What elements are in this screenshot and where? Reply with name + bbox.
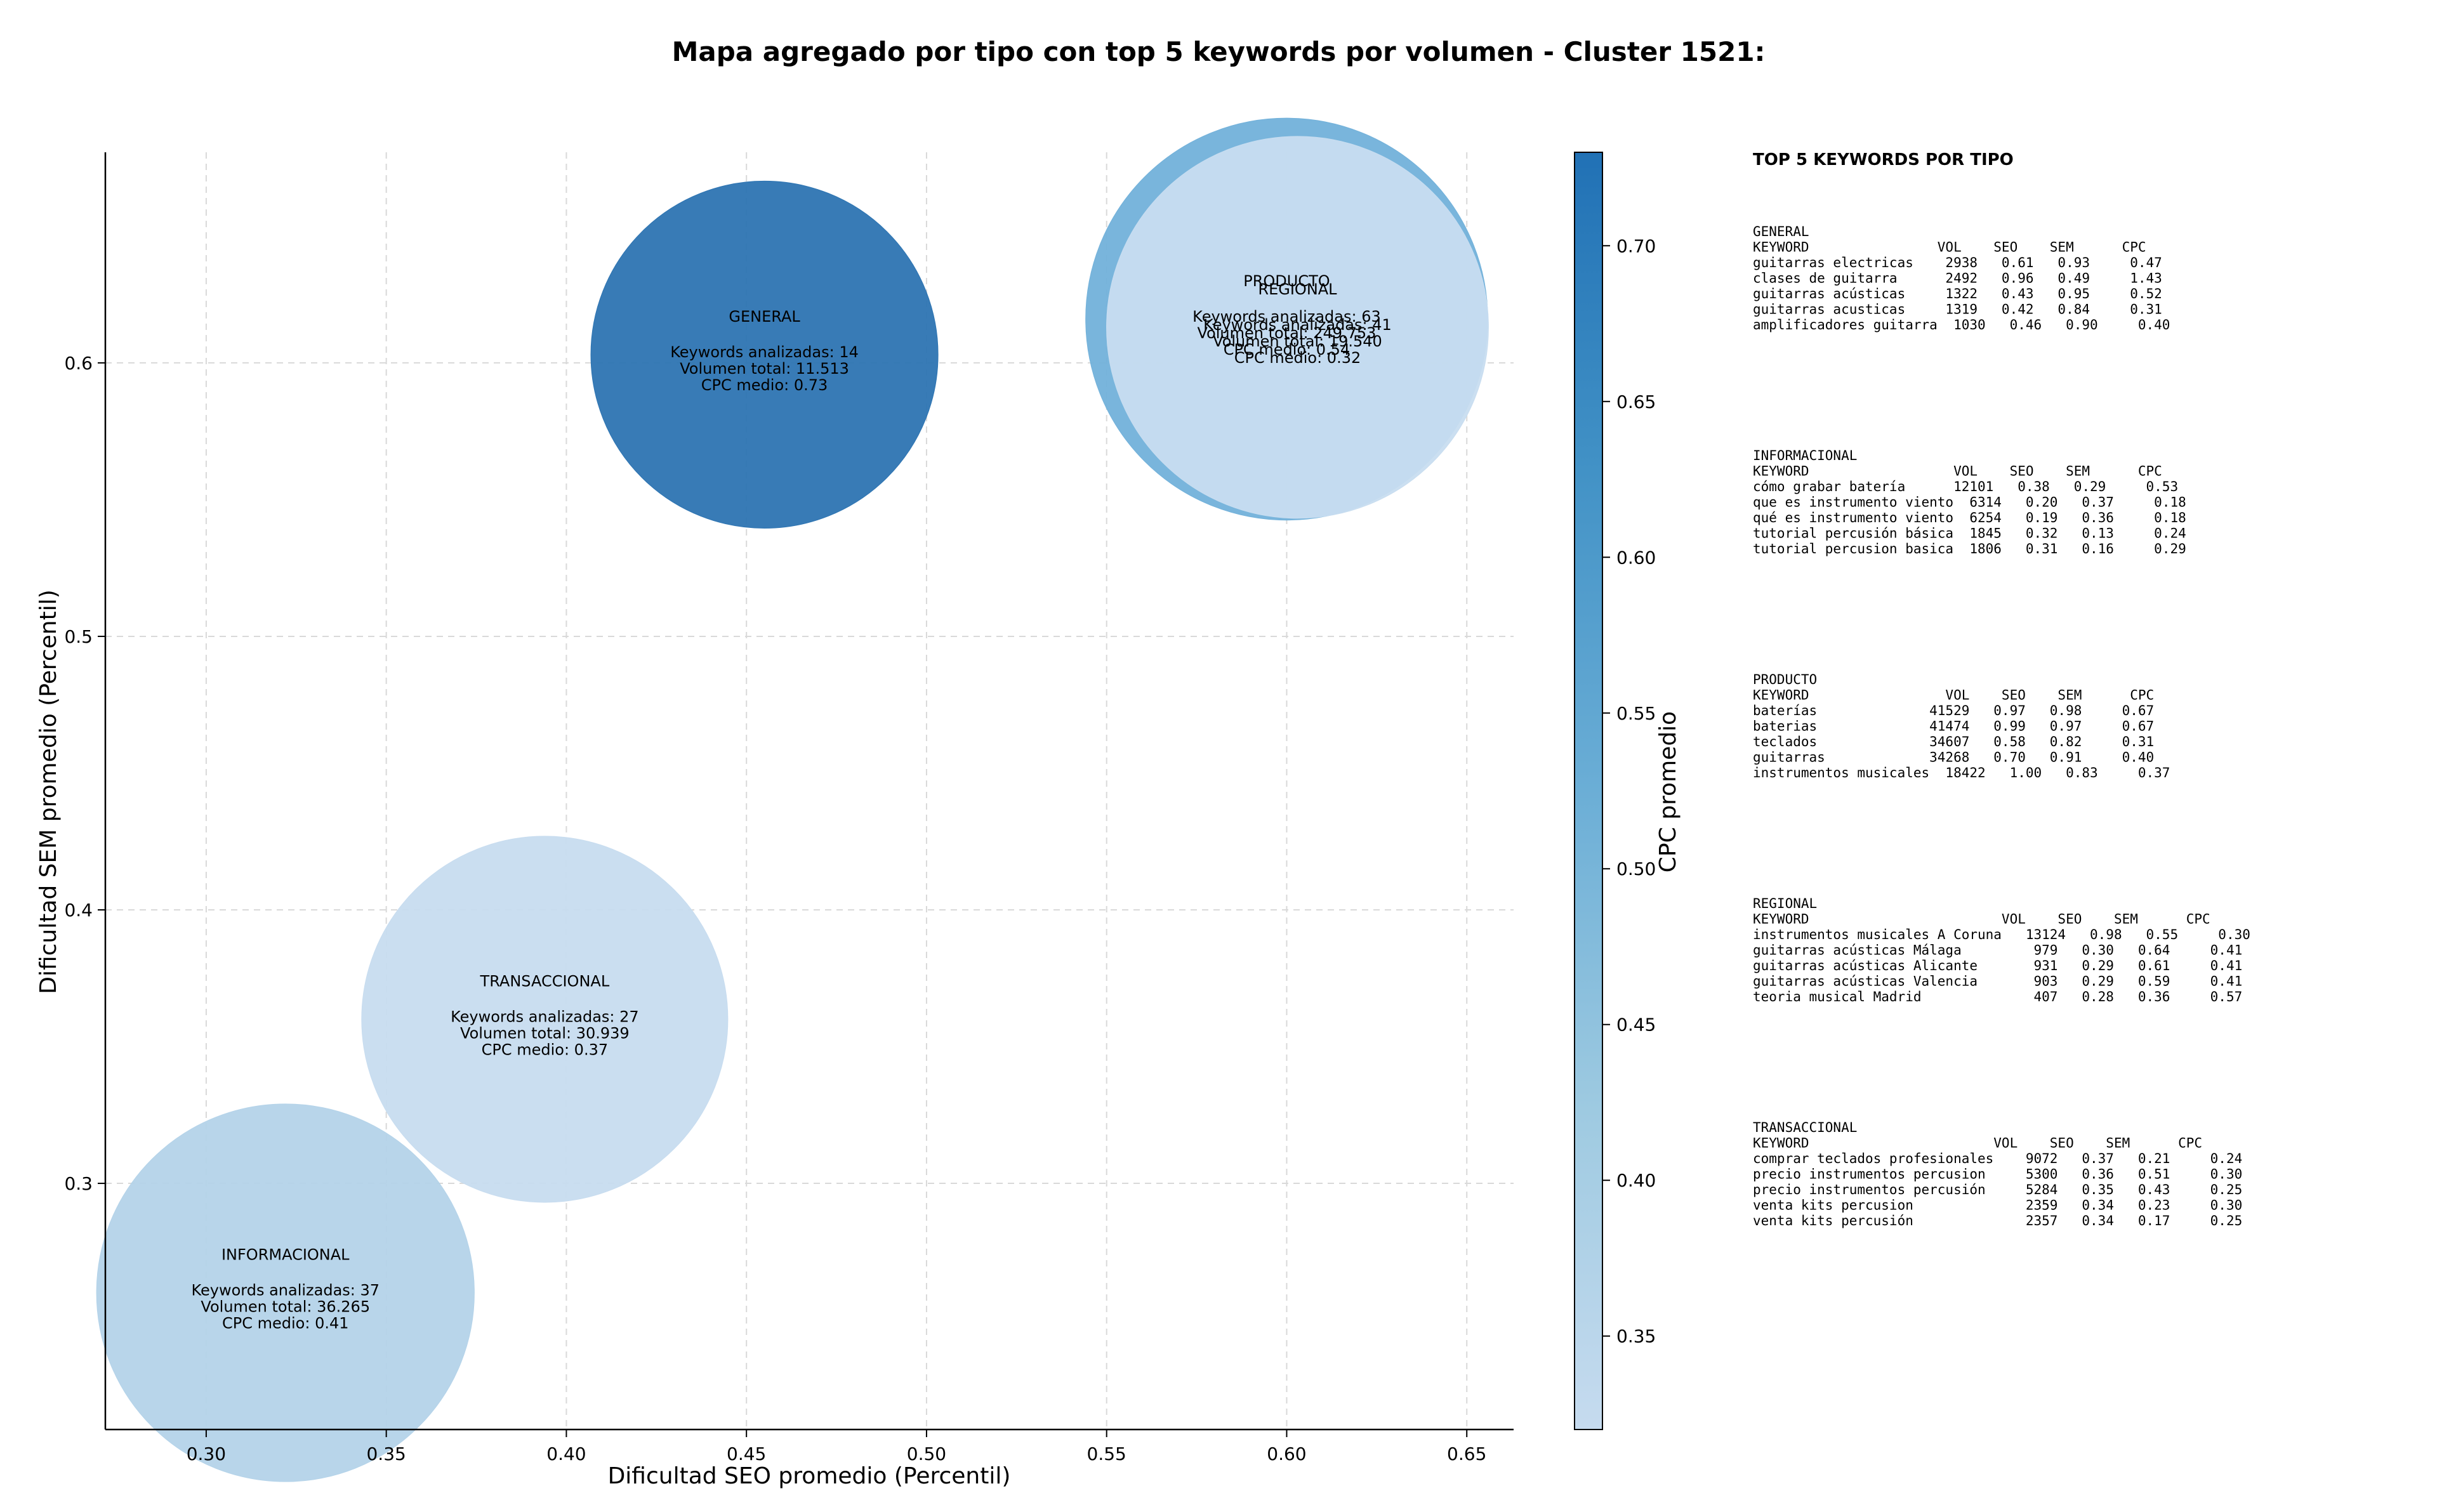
bubble-label-cpc_label: CPC medio: 0.73 (701, 376, 828, 394)
x-axis-label: Dificultad SEO promedio (Percentil) (608, 1463, 1011, 1489)
bubble-label-cpc_label: CPC medio: 0.41 (222, 1314, 349, 1332)
x-tick-label: 0.45 (727, 1443, 766, 1464)
bubble-label-volumen: Volumen total: 30.939 (460, 1024, 630, 1042)
colorbar-tick-label: 0.45 (1616, 1015, 1656, 1035)
x-tick-label: 0.40 (546, 1443, 586, 1464)
panel-block-header: KEYWORD VOL SEO SEM CPC (1753, 464, 2162, 479)
bubble-label-tipo: INFORMACIONAL (221, 1246, 350, 1263)
bubble-informacional (96, 1103, 475, 1482)
bubble-label-keywords: Keywords analizadas: 27 (451, 1008, 639, 1025)
panel-keyword-row: guitarras electricas 2938 0.61 0.93 0.47 (1753, 255, 2162, 270)
bubble-label-tipo: REGIONAL (1258, 280, 1337, 298)
bubble-label-tipo: TRANSACCIONAL (480, 972, 610, 990)
panel-keyword-row: guitarras acústicas Málaga 979 0.30 0.64… (1753, 943, 2242, 958)
panel-block-name: INFORMACIONAL (1753, 448, 1857, 463)
bubble-general (590, 180, 939, 529)
panel-keyword-row: comprar teclados profesionales 9072 0.37… (1753, 1151, 2242, 1166)
y-tick-label: 0.5 (64, 626, 93, 647)
panel-block-name: PRODUCTO (1753, 672, 1817, 687)
panel-block-name: REGIONAL (1753, 896, 1817, 911)
bubble-label-keywords: Keywords analizadas: 14 (670, 343, 859, 361)
y-ticks: 0.3 0.4 0.5 0.6 (64, 353, 105, 1194)
panel-keyword-row: guitarras acústicas 1322 0.43 0.95 0.52 (1753, 286, 2162, 301)
colorbar-tick-label: 0.50 (1616, 858, 1656, 879)
colorbar-tick-label: 0.40 (1616, 1170, 1656, 1191)
panel-block-header: KEYWORD VOL SEO SEM CPC (1753, 240, 2146, 255)
colorbar-tick-label: 0.35 (1616, 1326, 1656, 1347)
bubble-label-volumen: Volumen total: 249.753 (1197, 324, 1376, 342)
panel-keyword-row: guitarras 34268 0.70 0.91 0.40 (1753, 750, 2154, 765)
x-tick-label: 0.30 (187, 1443, 226, 1464)
x-tick-label: 0.60 (1267, 1443, 1306, 1464)
bubble-label-tipo: PRODUCTO (1243, 272, 1330, 290)
colorbar (1574, 152, 1603, 1430)
panel-keyword-row: baterías 41529 0.97 0.98 0.67 (1753, 703, 2154, 718)
bubble-label-volumen: Volumen total: 19.540 (1213, 332, 1382, 350)
panel-keyword-row: guitarras acústicas Alicante 931 0.29 0.… (1753, 958, 2242, 973)
panel-block-header: KEYWORD VOL SEO SEM CPC (1753, 912, 2210, 927)
bubble-label-keywords: Keywords analizadas: 41 (1203, 316, 1392, 334)
panel-keyword-row: baterias 41474 0.99 0.97 0.67 (1753, 719, 2154, 734)
chart-title: Mapa agregado por tipo con top 5 keyword… (672, 36, 1766, 67)
bubble-label-volumen: Volumen total: 36.265 (201, 1298, 370, 1315)
colorbar-tick-label: 0.65 (1616, 391, 1656, 412)
bubble-label-volumen: Volumen total: 11.513 (680, 360, 849, 378)
panel-keyword-row: guitarras acusticas 1319 0.42 0.84 0.31 (1753, 302, 2162, 317)
bubble-transaccional (361, 836, 729, 1203)
colorbar-tick-label: 0.70 (1616, 235, 1656, 256)
panel-keyword-row: instrumentos musicales A Coruna 13124 0.… (1753, 927, 2250, 942)
y-tick-label: 0.3 (64, 1173, 93, 1194)
panel-keyword-row: teclados 34607 0.58 0.82 0.31 (1753, 734, 2154, 749)
panel-keyword-row: teoria musical Madrid 407 0.28 0.36 0.57 (1753, 989, 2242, 1004)
x-tick-label: 0.50 (907, 1443, 946, 1464)
panel-keyword-row: clases de guitarra 2492 0.96 0.49 1.43 (1753, 271, 2162, 286)
x-tick-label: 0.55 (1087, 1443, 1126, 1464)
colorbar-tick-label: 0.60 (1616, 547, 1656, 568)
panel-keyword-row: tutorial percusión básica 1845 0.32 0.13… (1753, 526, 2186, 541)
colorbar-label: CPC promedio (1655, 711, 1681, 872)
bubble-label-keywords: Keywords analizadas: 63 (1192, 308, 1381, 325)
panel-keyword-row: amplificadores guitarra 1030 0.46 0.90 0… (1753, 317, 2170, 332)
panel-keyword-row: que es instrumento viento 6314 0.20 0.37… (1753, 495, 2186, 510)
y-tick-label: 0.4 (64, 900, 93, 921)
bubble-label-tipo: GENERAL (729, 308, 800, 325)
side-panel-title: TOP 5 KEYWORDS POR TIPO (1753, 150, 2014, 169)
panel-block-header: KEYWORD VOL SEO SEM CPC (1753, 688, 2154, 703)
x-tick-label: 0.65 (1447, 1443, 1486, 1464)
panel-keyword-row: venta kits percusión 2357 0.34 0.17 0.25 (1753, 1213, 2242, 1228)
panel-keyword-row: precio instrumentos percusion 5300 0.36 … (1753, 1167, 2242, 1182)
panel-keyword-row: qué es instrumento viento 6254 0.19 0.36… (1753, 510, 2186, 525)
x-tick-label: 0.35 (366, 1443, 406, 1464)
panel-keyword-row: venta kits percusion 2359 0.34 0.23 0.30 (1753, 1198, 2242, 1213)
panel-keyword-row: cómo grabar batería 12101 0.38 0.29 0.53 (1753, 479, 2178, 494)
panel-block-name: TRANSACCIONAL (1753, 1120, 1857, 1135)
panel-keyword-row: precio instrumentos percusión 5284 0.35 … (1753, 1182, 2242, 1197)
bubble-label-keywords: Keywords analizadas: 37 (191, 1281, 380, 1299)
bubbles (96, 117, 1489, 1482)
panel-keyword-row: instrumentos musicales 18422 1.00 0.83 0… (1753, 765, 2170, 780)
bubble-label-cpc_label: CPC medio: 0.32 (1234, 349, 1361, 367)
panel-block-name: GENERAL (1753, 224, 1809, 239)
colorbar-tick-label: 0.55 (1616, 703, 1656, 724)
panel-keyword-row: tutorial percusion basica 1806 0.31 0.16… (1753, 541, 2186, 556)
y-axis-label: Dificultad SEM promedio (Percentil) (36, 589, 62, 994)
panel-block-header: KEYWORD VOL SEO SEM CPC (1753, 1136, 2202, 1151)
colorbar-ticks: 0.35 0.40 0.45 0.50 0.55 0.60 0.65 0.70 (1602, 235, 1656, 1347)
bubble-label-cpc_label: CPC medio: 0.37 (482, 1041, 609, 1058)
y-tick-label: 0.6 (64, 353, 93, 374)
bubble-regional (1106, 136, 1489, 519)
x-ticks: 0.30 0.35 0.40 0.45 0.50 0.55 0.60 0.65 (187, 1430, 1486, 1464)
bubble-label-cpc_label: CPC medio: 0.54 (1224, 341, 1351, 358)
panel-keyword-row: guitarras acústicas Valencia 903 0.29 0.… (1753, 974, 2242, 989)
